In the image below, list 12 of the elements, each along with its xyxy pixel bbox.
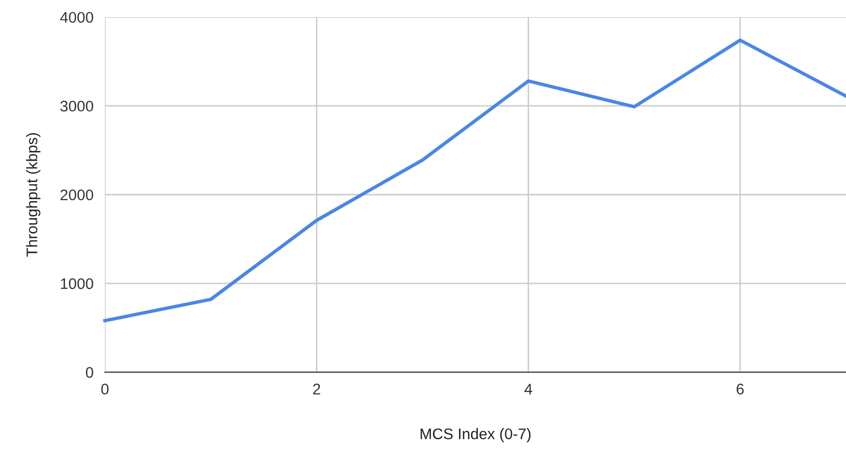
x-tick-label: 4 (524, 384, 532, 394)
y-tick-label: 4000 (60, 12, 94, 23)
y-tick-label: 1000 (60, 278, 94, 290)
y-tick-label: 3000 (60, 100, 94, 112)
x-axis-title: MCS Index (0-7) (420, 428, 531, 442)
x-tick-label: 6 (736, 384, 744, 394)
y-tick-label: 0 (86, 367, 94, 378)
y-axis-title: Throughput (kbps) (26, 133, 40, 257)
x-tick-label: 0 (101, 384, 109, 394)
y-tick-label: 2000 (60, 189, 94, 200)
line-series (103, 38, 846, 322)
x-tick-label: 2 (313, 384, 320, 394)
